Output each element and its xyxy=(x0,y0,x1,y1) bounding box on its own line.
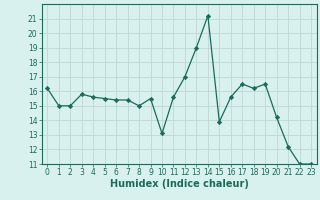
X-axis label: Humidex (Indice chaleur): Humidex (Indice chaleur) xyxy=(110,179,249,189)
